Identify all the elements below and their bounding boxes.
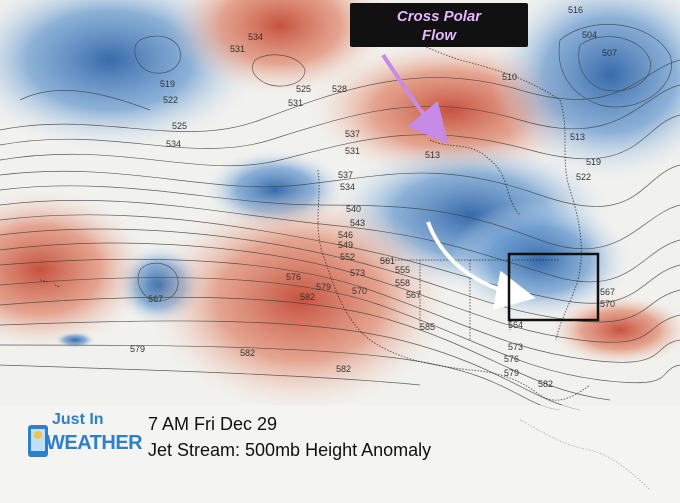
contour-label: 513	[570, 132, 585, 142]
contour-label: 561	[380, 256, 395, 266]
contour-label: 534	[166, 139, 181, 149]
contour-label: 585	[420, 322, 435, 332]
contour-label: 540	[346, 204, 361, 214]
callout-line-1: Cross Polar	[396, 8, 482, 25]
contour-label: 543	[350, 218, 365, 228]
contour-label: 579	[504, 368, 519, 378]
contour-label: 567	[600, 287, 615, 297]
logo-text-bottom: WEATHER	[46, 432, 143, 454]
contour-label: 582	[300, 292, 315, 302]
coastlines	[39, 19, 651, 491]
contour-label: 525	[172, 121, 187, 131]
focus-region-box	[507, 252, 600, 322]
contour-label: 519	[160, 79, 175, 89]
contour-label: 534	[248, 32, 263, 42]
contour-label: 531	[345, 146, 360, 156]
contour-label: 552	[340, 252, 355, 262]
contour-label-group: 531 534 525 528 531 519 522 525 534 537 …	[130, 5, 617, 389]
logo-icon	[28, 425, 48, 457]
jet-stream-arrow	[426, 221, 536, 310]
contour-label: 534	[340, 182, 355, 192]
contour-label: 525	[296, 84, 311, 94]
callout-line-2: Flow	[421, 27, 457, 44]
height-contours	[0, 24, 680, 411]
contour-label: 522	[163, 95, 178, 105]
contour-label: 510	[502, 72, 517, 82]
contour-label: 570	[352, 286, 367, 296]
contour-label: 546	[338, 230, 353, 240]
contour-label: 531	[230, 44, 245, 54]
contour-label: 519	[586, 157, 601, 167]
contour-label: 516	[568, 5, 583, 15]
contour-label: 537	[338, 170, 353, 180]
contour-label: 576	[504, 354, 519, 364]
contour-label: 549	[338, 240, 353, 250]
cross-polar-arrow	[381, 53, 449, 145]
contour-label: 579	[130, 344, 145, 354]
contour-label: 567	[148, 294, 163, 304]
contour-label: 564	[508, 320, 523, 330]
logo-text-top: Just In	[52, 411, 104, 428]
contour-label: 513	[425, 150, 440, 160]
contour-label: 522	[576, 172, 591, 182]
contour-label: 555	[395, 265, 410, 275]
contour-label: 579	[316, 282, 331, 292]
caption-title: Jet Stream: 500mb Height Anomaly	[148, 440, 432, 460]
caption-time: 7 AM Fri Dec 29	[148, 414, 278, 434]
contour-label: 573	[350, 268, 365, 278]
cross-polar-flow-callout: Cross Polar Flow	[350, 3, 528, 47]
contour-label: 573	[508, 342, 523, 352]
contour-label: 576	[286, 272, 301, 282]
contour-label: 537	[345, 129, 360, 139]
contour-label: 528	[332, 84, 347, 94]
caption-backdrop	[0, 405, 680, 503]
contour-label: 504	[582, 30, 597, 40]
contour-label: 570	[600, 299, 615, 309]
contour-label: 558	[395, 278, 410, 288]
contour-label: 582	[240, 348, 255, 358]
contour-label: 582	[538, 379, 553, 389]
contour-label: 531	[288, 98, 303, 108]
contour-label: 507	[602, 48, 617, 58]
contour-label: 582	[336, 364, 351, 374]
contour-label: 567	[406, 290, 421, 300]
